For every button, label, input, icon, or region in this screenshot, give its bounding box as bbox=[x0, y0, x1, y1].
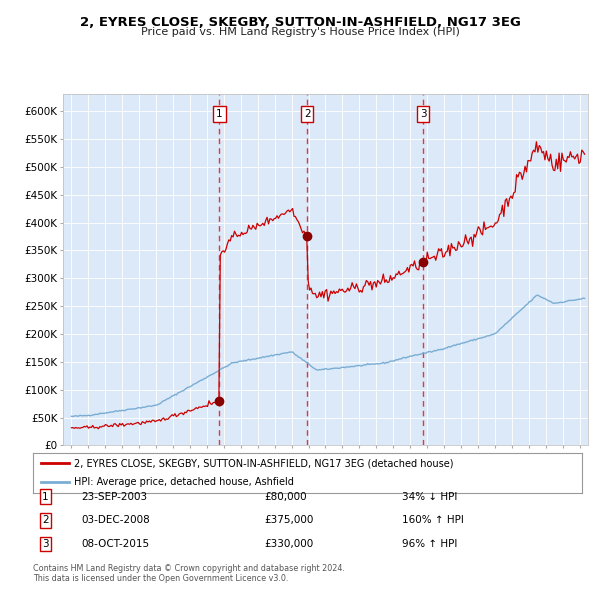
Text: 2, EYRES CLOSE, SKEGBY, SUTTON-IN-ASHFIELD, NG17 3EG: 2, EYRES CLOSE, SKEGBY, SUTTON-IN-ASHFIE… bbox=[80, 16, 520, 29]
Text: 23-SEP-2003: 23-SEP-2003 bbox=[81, 492, 147, 502]
Text: 2: 2 bbox=[304, 109, 311, 119]
Text: £375,000: £375,000 bbox=[264, 516, 313, 525]
Text: 03-DEC-2008: 03-DEC-2008 bbox=[81, 516, 150, 525]
Text: 160% ↑ HPI: 160% ↑ HPI bbox=[402, 516, 464, 525]
Text: This data is licensed under the Open Government Licence v3.0.: This data is licensed under the Open Gov… bbox=[33, 574, 289, 583]
Text: 3: 3 bbox=[420, 109, 427, 119]
Text: Contains HM Land Registry data © Crown copyright and database right 2024.: Contains HM Land Registry data © Crown c… bbox=[33, 565, 345, 573]
Text: £80,000: £80,000 bbox=[264, 492, 307, 502]
Text: 08-OCT-2015: 08-OCT-2015 bbox=[81, 539, 149, 549]
Text: 3: 3 bbox=[42, 539, 49, 549]
Text: HPI: Average price, detached house, Ashfield: HPI: Average price, detached house, Ashf… bbox=[74, 477, 294, 487]
Text: 1: 1 bbox=[42, 492, 49, 502]
Text: 2, EYRES CLOSE, SKEGBY, SUTTON-IN-ASHFIELD, NG17 3EG (detached house): 2, EYRES CLOSE, SKEGBY, SUTTON-IN-ASHFIE… bbox=[74, 458, 454, 468]
Text: 2: 2 bbox=[42, 516, 49, 525]
Text: £330,000: £330,000 bbox=[264, 539, 313, 549]
Text: 34% ↓ HPI: 34% ↓ HPI bbox=[402, 492, 457, 502]
Text: 1: 1 bbox=[216, 109, 223, 119]
Text: 96% ↑ HPI: 96% ↑ HPI bbox=[402, 539, 457, 549]
Text: Price paid vs. HM Land Registry's House Price Index (HPI): Price paid vs. HM Land Registry's House … bbox=[140, 27, 460, 37]
